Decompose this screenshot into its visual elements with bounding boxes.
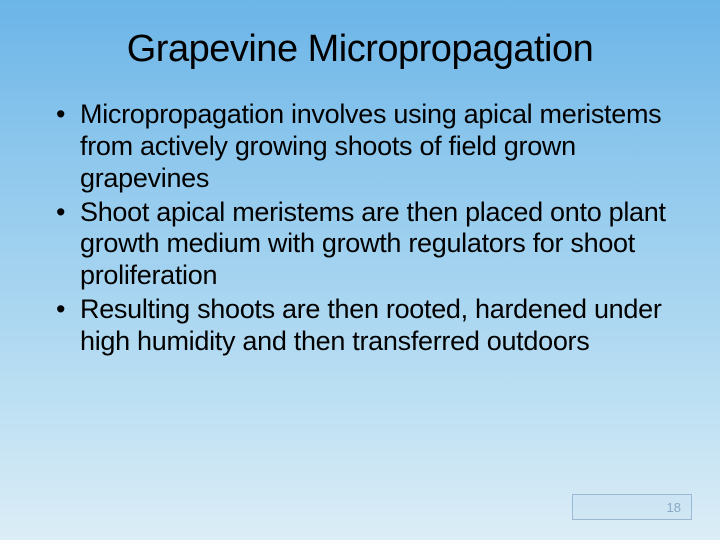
- bullet-list: Micropropagation involves using apical m…: [40, 99, 680, 358]
- bullet-item: Shoot apical meristems are then placed o…: [52, 197, 680, 293]
- bullet-item: Micropropagation involves using apical m…: [52, 99, 680, 195]
- bullet-item: Resulting shoots are then rooted, harden…: [52, 294, 680, 358]
- slide: Grapevine Micropropagation Micropropagat…: [0, 0, 720, 540]
- slide-title: Grapevine Micropropagation: [40, 28, 680, 71]
- page-number-box: 18: [572, 494, 692, 520]
- page-number: 18: [667, 500, 681, 515]
